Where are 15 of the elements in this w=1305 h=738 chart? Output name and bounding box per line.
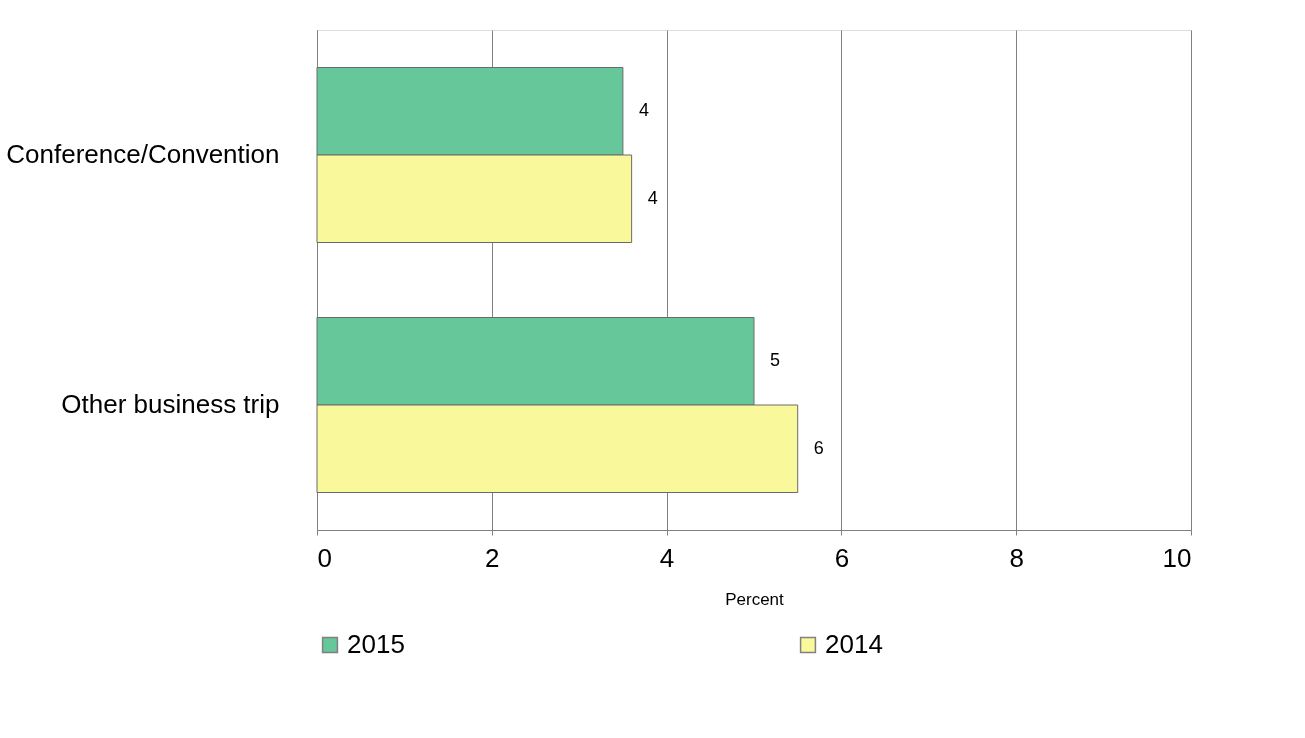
y-tick-label: Other business trip bbox=[61, 389, 280, 419]
data-label: 4 bbox=[647, 187, 658, 208]
x-tick-label: 8 bbox=[1009, 542, 1024, 573]
y-tick-label: Conference/Convention bbox=[6, 139, 280, 169]
legend-label: 2014 bbox=[825, 629, 883, 659]
legend-label: 2015 bbox=[347, 629, 405, 659]
x-axis-title: Percent bbox=[725, 589, 785, 609]
data-label: 6 bbox=[813, 437, 824, 458]
x-tick-label: 4 bbox=[659, 542, 675, 573]
data-label: 5 bbox=[770, 350, 781, 371]
x-tick-label: 2 bbox=[485, 542, 500, 573]
x-tick-label: 6 bbox=[834, 542, 850, 573]
x-tick-label: 10 bbox=[1162, 542, 1192, 573]
x-tick-label: 0 bbox=[317, 542, 332, 573]
data-label: 4 bbox=[638, 100, 649, 121]
